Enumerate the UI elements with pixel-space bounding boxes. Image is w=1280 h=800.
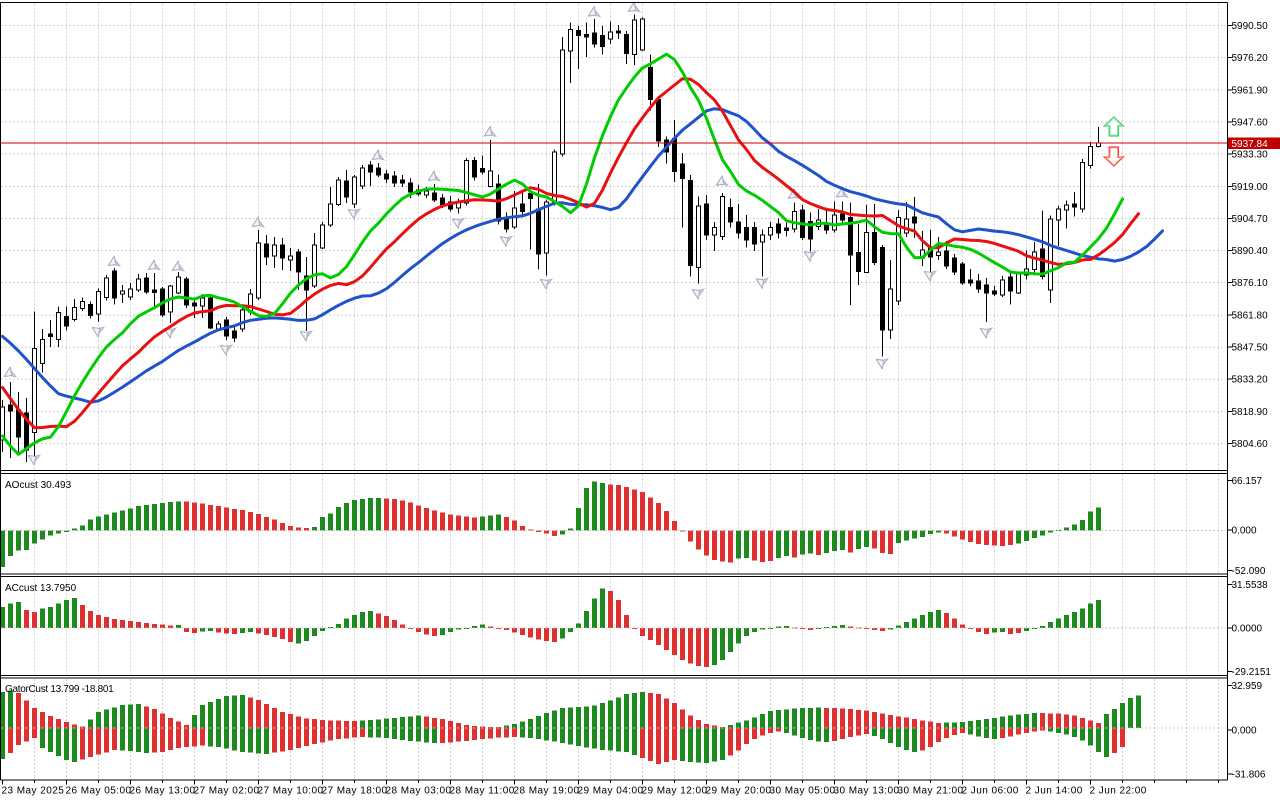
svg-text:28 May 03:00: 28 May 03:00 bbox=[386, 786, 452, 797]
svg-text:2 Jun 22:00: 2 Jun 22:00 bbox=[1090, 786, 1147, 797]
svg-text:5961.90: 5961.90 bbox=[1232, 85, 1269, 96]
svg-text:32.959: 32.959 bbox=[1232, 681, 1263, 692]
svg-text:27 May 02:00: 27 May 02:00 bbox=[194, 786, 260, 797]
svg-text:30 May 13:00: 30 May 13:00 bbox=[834, 786, 900, 797]
svg-text:5847.50: 5847.50 bbox=[1232, 343, 1269, 354]
svg-text:5861.80: 5861.80 bbox=[1232, 310, 1269, 321]
svg-text:23 May 2025: 23 May 2025 bbox=[2, 786, 65, 797]
svg-text:27 May 10:00: 27 May 10:00 bbox=[258, 786, 324, 797]
svg-text:-52.090: -52.090 bbox=[1232, 566, 1266, 577]
svg-text:26 May 05:00: 26 May 05:00 bbox=[66, 786, 132, 797]
svg-text:31.5538: 31.5538 bbox=[1232, 580, 1269, 591]
svg-text:ACcust 13.7950: ACcust 13.7950 bbox=[5, 583, 77, 594]
svg-text:5876.10: 5876.10 bbox=[1232, 278, 1269, 289]
svg-text:30 May 21:00: 30 May 21:00 bbox=[898, 786, 964, 797]
svg-text:5919.00: 5919.00 bbox=[1232, 182, 1269, 193]
svg-text:0.000: 0.000 bbox=[1232, 526, 1257, 537]
svg-text:29 May 12:00: 29 May 12:00 bbox=[642, 786, 708, 797]
svg-text:26 May 13:00: 26 May 13:00 bbox=[130, 786, 196, 797]
svg-text:29 May 20:00: 29 May 20:00 bbox=[706, 786, 772, 797]
svg-text:2 Jun 14:00: 2 Jun 14:00 bbox=[1026, 786, 1083, 797]
svg-text:5947.60: 5947.60 bbox=[1232, 117, 1269, 128]
svg-text:5904.70: 5904.70 bbox=[1232, 214, 1269, 225]
svg-text:29 May 04:00: 29 May 04:00 bbox=[578, 786, 644, 797]
svg-text:AOcust 30.493: AOcust 30.493 bbox=[5, 480, 72, 491]
svg-text:5804.60: 5804.60 bbox=[1232, 439, 1269, 450]
svg-text:30 May 05:00: 30 May 05:00 bbox=[770, 786, 836, 797]
svg-text:5890.40: 5890.40 bbox=[1232, 246, 1269, 257]
svg-text:5933.30: 5933.30 bbox=[1232, 150, 1269, 161]
svg-text:28 May 19:00: 28 May 19:00 bbox=[514, 786, 580, 797]
svg-text:-29.2151: -29.2151 bbox=[1232, 667, 1272, 678]
svg-text:5976.20: 5976.20 bbox=[1232, 53, 1269, 64]
svg-text:5833.20: 5833.20 bbox=[1232, 375, 1269, 386]
svg-text:5990.50: 5990.50 bbox=[1232, 21, 1269, 32]
svg-text:-31.806: -31.806 bbox=[1232, 770, 1266, 781]
svg-text:0.000: 0.000 bbox=[1232, 726, 1257, 737]
svg-text:27 May 18:00: 27 May 18:00 bbox=[322, 786, 388, 797]
svg-text:0.0000: 0.0000 bbox=[1232, 624, 1263, 635]
svg-text:5937.84: 5937.84 bbox=[1232, 139, 1269, 150]
svg-text:GatorCust 13.799 -18.801: GatorCust 13.799 -18.801 bbox=[5, 684, 114, 695]
svg-text:28 May 11:00: 28 May 11:00 bbox=[450, 786, 515, 797]
svg-text:66.157: 66.157 bbox=[1232, 476, 1263, 487]
svg-text:5818.90: 5818.90 bbox=[1232, 407, 1269, 418]
svg-text:2 Jun 06:00: 2 Jun 06:00 bbox=[962, 786, 1019, 797]
